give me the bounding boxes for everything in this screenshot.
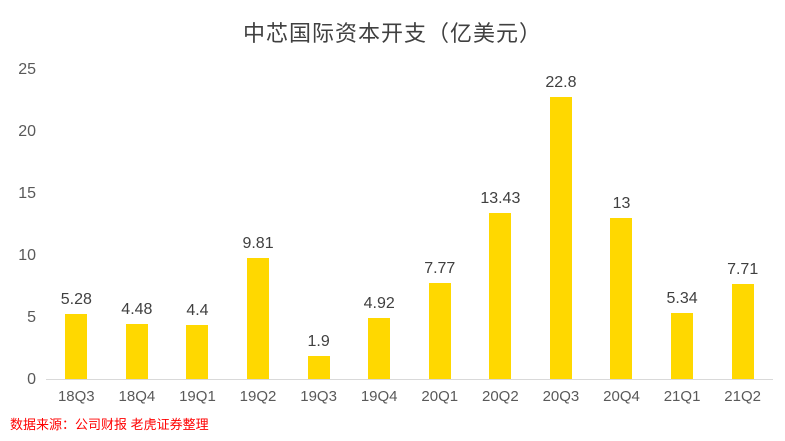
bar (731, 283, 754, 379)
bar (247, 257, 270, 379)
bar-group: 5.28 (46, 70, 107, 379)
x-tick-label: 21Q2 (724, 388, 761, 405)
plot-column: 5.28 4.48 4.4 9.81 1.9 4.92 7.77 13.43 22.8 13 5.3… (46, 70, 773, 405)
bar-value-label: 5.28 (60, 290, 92, 308)
bar-group: 13 (591, 70, 652, 379)
bar (610, 218, 633, 379)
bar (368, 318, 391, 379)
bar-value-label: 4.4 (186, 301, 209, 319)
x-tick-label: 19Q4 (360, 388, 398, 405)
y-axis: 0 5 10 15 20 25 (12, 62, 46, 388)
bar (125, 323, 148, 379)
y-tick-label: 15 (18, 185, 36, 202)
x-tick-label: 20Q4 (603, 388, 640, 405)
bar-value-label: 22.8 (545, 74, 577, 92)
bar-group: 13.43 (470, 70, 531, 379)
chart-body: 0 5 10 15 20 25 5.28 4.48 4.4 9.81 1.9 4.92 7.77 13.… (12, 62, 773, 405)
bar-group: 22.8 (531, 70, 592, 379)
x-tick-label: 20Q1 (421, 388, 459, 405)
chart-title: 中芯国际资本开支（亿美元） (242, 21, 542, 46)
x-axis: 18Q3 18Q4 19Q1 19Q2 19Q3 19Q4 20Q1 20Q2 20Q3 20Q4… (46, 388, 773, 405)
bar-group: 4.92 (349, 70, 410, 379)
bar-value-label: 4.48 (121, 300, 153, 318)
bar-value-label: 13.43 (480, 190, 521, 208)
bar-value-label: 4.92 (363, 295, 395, 313)
x-tick-label: 20Q3 (542, 388, 580, 405)
y-tick-label: 20 (18, 123, 36, 140)
x-tick-label: 20Q2 (481, 388, 519, 405)
y-tick-label: 10 (18, 247, 36, 264)
bar (307, 355, 330, 379)
x-tick-label: 18Q3 (57, 388, 95, 405)
bar-group: 4.48 (107, 70, 168, 379)
source-note: 数据来源：公司财报 老虎证券整理 (10, 417, 209, 432)
x-tick-label: 19Q1 (179, 388, 216, 405)
bar (489, 213, 512, 379)
bar-group: 1.9 (288, 70, 349, 379)
bar-group: 9.81 (228, 70, 289, 379)
y-tick-label: 25 (18, 61, 36, 78)
bar-group: 7.77 (409, 70, 470, 379)
bar-group: 7.71 (712, 70, 773, 379)
bar (671, 313, 694, 379)
bar (186, 324, 209, 379)
bar (549, 97, 572, 379)
bar-value-label: 13 (612, 195, 631, 213)
x-tick-label: 19Q2 (239, 388, 277, 405)
bar-value-label: 5.34 (666, 290, 698, 307)
y-tick-label: 0 (27, 371, 36, 388)
bar (65, 313, 88, 379)
x-tick-label: 21Q1 (663, 388, 701, 405)
plot-area: 5.28 4.48 4.4 9.81 1.9 4.92 7.77 13.43 22.8 13 5.3… (46, 70, 773, 380)
bar-group: 4.4 (167, 70, 228, 379)
bar-group: 5.34 (652, 70, 713, 379)
bar-value-label: 7.71 (727, 260, 759, 278)
bar (428, 282, 451, 379)
bar-value-label: 1.9 (307, 332, 330, 350)
bar-value-label: 9.81 (242, 234, 274, 252)
x-tick-label: 19Q3 (300, 388, 337, 405)
x-tick-label: 18Q4 (118, 388, 156, 405)
y-tick-label: 5 (27, 309, 36, 326)
bar-value-label: 7.77 (424, 259, 456, 277)
